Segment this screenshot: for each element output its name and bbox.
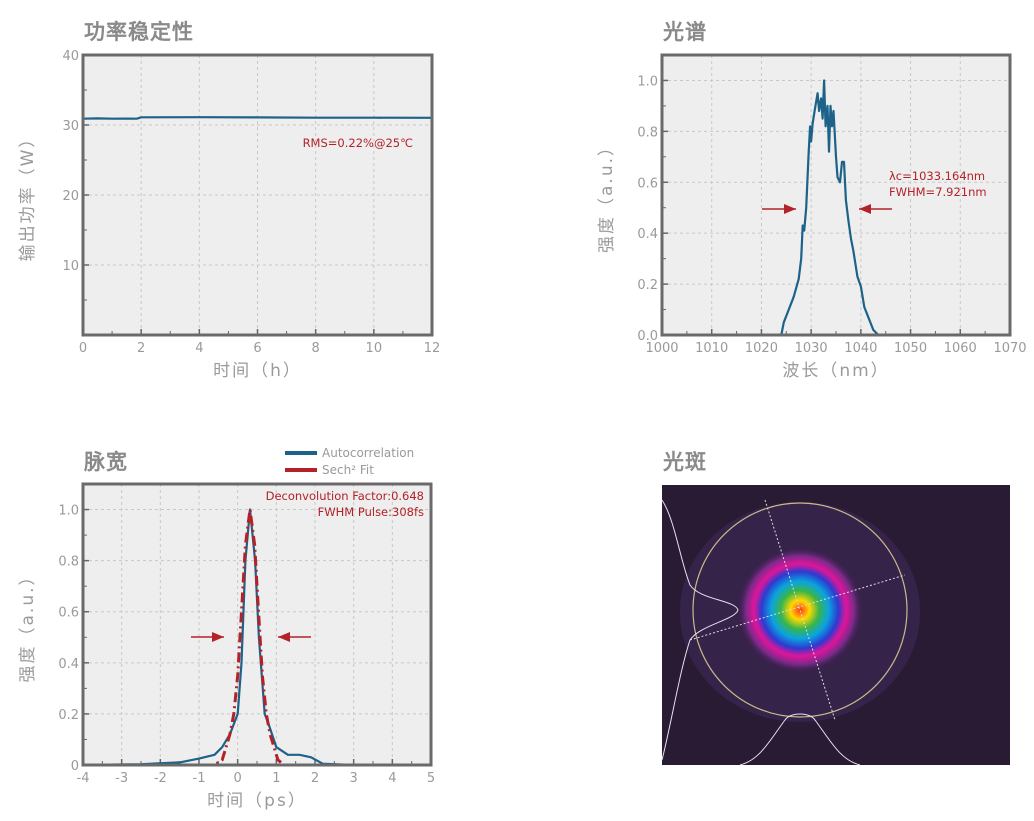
y-tick-label: 0.8 (637, 125, 658, 140)
x-tick-label: 4 (388, 771, 396, 786)
y-tick-label: 0.4 (637, 227, 658, 242)
fwhm-annotation: FWHM=7.921nm (889, 185, 987, 199)
y-tick-label: 0.4 (58, 657, 79, 672)
pulse-title: 脉宽 (84, 450, 128, 474)
arrowhead-icon (784, 204, 796, 214)
beam-title: 光斑 (663, 450, 707, 474)
power-chart: 0 2 4 6 8 10 12 10 20 30 40 时间（h） 输出功率（W） RMS=0.22%@2… (18, 49, 440, 381)
spectrum-chart: 1000 1010 1020 1030 1040 1050 1060 1070 0.0 0.2 0.… (597, 53, 1027, 381)
x-tick-label: 0 (234, 771, 242, 786)
x-tick-label: 1070 (993, 341, 1026, 356)
x-tick-label: 2 (311, 771, 319, 786)
plot-frame (660, 53, 1012, 337)
arrowhead-icon (212, 632, 224, 642)
rms-annotation: RMS=0.22%@25℃ (303, 136, 414, 150)
x-tick-label: 6 (253, 341, 261, 356)
x-axis-label: 时间（h） (213, 361, 302, 381)
y-tick-label: 10 (62, 259, 79, 274)
y-tick-label: 30 (62, 119, 79, 134)
plot-area (83, 484, 431, 765)
legend-label: Autocorrelation (322, 446, 414, 460)
power-title: 功率稳定性 (84, 20, 194, 44)
x-tick-label: 10 (366, 341, 383, 356)
x-tick-label: 0 (79, 341, 87, 356)
deconvolution-annotation: Deconvolution Factor:0.648 (266, 489, 424, 503)
x-tick-label: 1020 (745, 341, 778, 356)
y-axis-label: 强度（a.u.） (597, 137, 617, 253)
x-tick-label: 3 (350, 771, 358, 786)
beam-profile-image (661, 485, 1010, 766)
spectrum-title: 光谱 (663, 20, 707, 44)
x-tick-label: 1060 (944, 341, 977, 356)
x-tick-label: 2 (137, 341, 145, 356)
x-tick-label: 1 (272, 771, 280, 786)
legend-label: Sech² Fit (322, 463, 374, 477)
center-wavelength-annotation: λc=1033.164nm (889, 169, 985, 183)
x-tick-label: 1010 (695, 341, 728, 356)
plot-frame (81, 53, 434, 337)
y-tick-label: 20 (62, 189, 79, 204)
plot-frame (81, 482, 433, 767)
x-axis-label: 时间（ps） (207, 791, 307, 811)
y-tick-label: 0 (71, 759, 79, 774)
y-tick-label: 40 (62, 49, 79, 64)
arrowhead-icon (278, 632, 290, 642)
pulse-chart: -4 -3 -2 -1 0 1 2 3 4 5 0 0.2 0.4 0.6 0.8 1.0 时间（ps） 强度（a… (18, 446, 435, 811)
x-tick-label: 12 (424, 341, 441, 356)
y-tick-label: 0.6 (637, 176, 658, 191)
data-series-line (82, 116, 433, 120)
x-tick-label: -4 (77, 771, 90, 786)
x-axis-label: 波长（nm） (782, 361, 889, 381)
y-tick-label: 0.0 (637, 329, 658, 344)
x-tick-label: 1040 (844, 341, 877, 356)
x-tick-label: -3 (115, 771, 128, 786)
x-tick-label: 1000 (645, 341, 678, 356)
y-tick-label: 1.0 (637, 74, 658, 89)
y-axis-label: 输出功率（W） (18, 129, 38, 262)
y-tick-label: 1.0 (58, 504, 79, 519)
plot-area (662, 55, 1010, 335)
y-tick-label: 0.8 (58, 555, 79, 570)
y-tick-label: 0.2 (58, 708, 79, 723)
y-tick-label: 0.6 (58, 606, 79, 621)
x-tick-label: 5 (427, 771, 435, 786)
arrowhead-icon (859, 204, 871, 214)
x-tick-label: -2 (154, 771, 167, 786)
x-tick-label: 8 (312, 341, 320, 356)
x-tick-label: 4 (195, 341, 203, 356)
x-tick-label: 1050 (894, 341, 927, 356)
data-series-line (82, 508, 431, 767)
y-tick-label: 0.2 (637, 278, 658, 293)
data-series-line (662, 79, 1010, 337)
x-tick-label: -1 (193, 771, 206, 786)
y-axis-label: 强度（a.u.） (18, 567, 38, 683)
fwhm-pulse-annotation: FWHM Pulse:308fs (318, 505, 424, 519)
fit-series-line (83, 508, 431, 767)
x-tick-label: 1030 (795, 341, 828, 356)
